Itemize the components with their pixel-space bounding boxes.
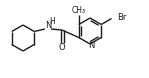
Text: O: O xyxy=(59,44,65,52)
Text: N: N xyxy=(45,22,52,30)
Text: N: N xyxy=(88,41,94,50)
Text: H: H xyxy=(49,17,55,27)
Text: CH₃: CH₃ xyxy=(72,6,86,15)
Text: Br: Br xyxy=(118,13,127,22)
